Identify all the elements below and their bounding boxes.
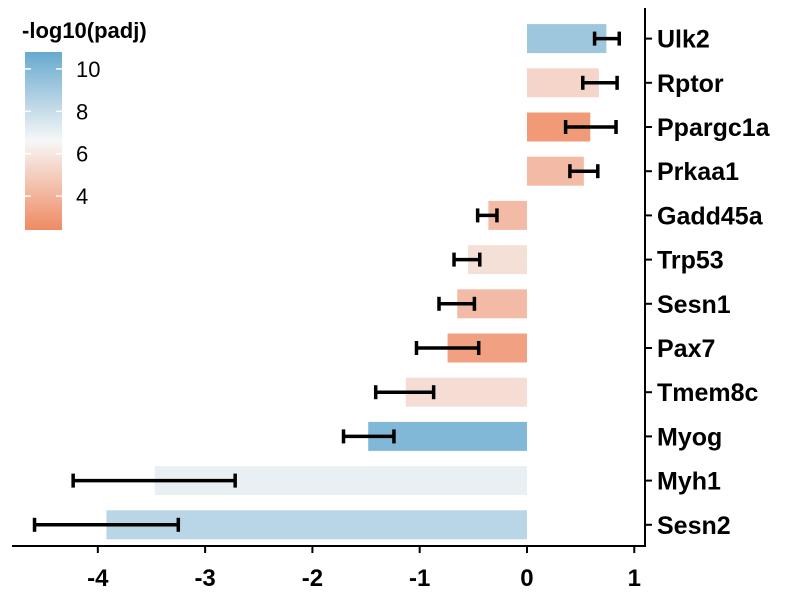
- y-tick-label: Myh1: [657, 468, 721, 496]
- y-tick-label: Sesn2: [657, 512, 731, 540]
- x-tick-label: -1: [409, 565, 430, 592]
- error-bar-ppargc1a: [563, 120, 618, 134]
- error-bar-gadd45a: [475, 208, 499, 223]
- error-bar-myh1: [71, 473, 237, 488]
- y-tick-label: Ppargc1a: [657, 114, 771, 142]
- y-tick-label: Pax7: [657, 335, 715, 363]
- y-tick-label: Trp53: [657, 247, 724, 275]
- legend-title: -log10(padj): [22, 18, 147, 43]
- error-bar-pax7: [414, 341, 481, 355]
- error-bar-ulk2: [592, 31, 622, 46]
- legend-label: 6: [76, 142, 88, 167]
- legend-label: 8: [76, 99, 88, 124]
- x-tick-label: -4: [87, 565, 109, 592]
- y-tick-label: Rptor: [657, 70, 724, 98]
- legend-label: 4: [76, 184, 88, 209]
- error-bar-sesn2: [32, 517, 181, 532]
- error-bar-sesn1: [437, 296, 477, 311]
- y-tick-label: Sesn1: [657, 291, 731, 319]
- legend-label: 10: [76, 57, 100, 82]
- y-tick-label: Prkaa1: [657, 158, 739, 186]
- x-tick-label: 0: [520, 565, 533, 592]
- y-tick-label: Gadd45a: [657, 202, 764, 230]
- y-tick-label: Tmem8c: [657, 379, 759, 407]
- axes: [12, 8, 646, 547]
- x-tick-label: -2: [302, 565, 323, 592]
- y-tick-label: Myog: [657, 423, 722, 451]
- x-tick-label: -3: [194, 565, 215, 592]
- legend: -log10(padj) 10 8 6 4: [22, 18, 147, 230]
- error-bar-prkaa1: [568, 164, 600, 179]
- y-tick-label: Ulk2: [657, 26, 710, 54]
- error-bar-rptor: [581, 75, 619, 90]
- x-tick-label: 1: [628, 565, 641, 592]
- error-bar-trp53: [452, 252, 482, 267]
- error-bar-tmem8c: [373, 385, 436, 400]
- error-bar-myog: [341, 429, 396, 444]
- legend-colorbar: [25, 52, 62, 230]
